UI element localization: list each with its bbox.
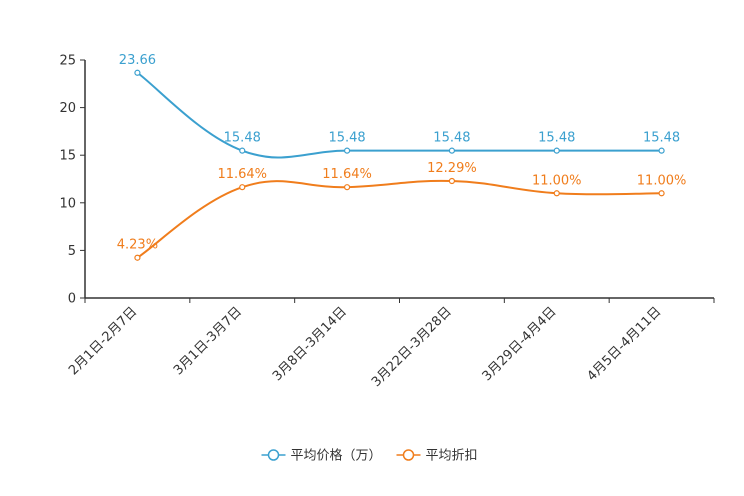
- x-tick-label: 3月1日-3月7日: [171, 304, 245, 378]
- y-tick-label: 20: [59, 101, 76, 116]
- legend-label: 平均价格（万）: [291, 448, 382, 464]
- series-line: [136, 71, 662, 159]
- series-layer: 23.66 15.48 15.48 15.48 15.48 15.48 4.23% 11.64…: [117, 53, 687, 261]
- series-line: [136, 179, 662, 259]
- data-point[interactable]: [343, 184, 351, 191]
- legend-label: 平均折扣: [426, 449, 478, 464]
- data-label: 11.00%: [532, 173, 582, 188]
- y-tick-label: 0: [68, 292, 76, 307]
- legend: 平均价格（万） 平均折扣: [261, 448, 478, 464]
- data-point[interactable]: [553, 147, 560, 154]
- data-label: 11.64%: [322, 167, 372, 182]
- data-point[interactable]: [658, 147, 665, 154]
- data-point[interactable]: [448, 177, 456, 185]
- data-point[interactable]: [658, 190, 665, 197]
- legend-marker-icon: [402, 449, 415, 461]
- legend-item[interactable]: 平均折扣: [396, 449, 478, 464]
- y-tick-label: 10: [59, 196, 76, 211]
- x-tick-label: 4月5日-4月11日: [584, 304, 664, 384]
- legend-item[interactable]: 平均价格（万）: [261, 448, 382, 464]
- data-point[interactable]: [239, 147, 246, 154]
- data-label: 15.48: [224, 131, 261, 146]
- data-label: 15.48: [643, 131, 680, 146]
- data-label: 15.48: [328, 131, 365, 146]
- legend-marker-icon: [267, 449, 280, 461]
- series-1: 4.23% 11.64% 11.64% 12.29% 11.00% 11.00%: [117, 161, 687, 261]
- data-point[interactable]: [134, 254, 141, 261]
- data-label: 23.66: [119, 53, 156, 68]
- y-tick-label: 25: [59, 54, 76, 69]
- data-label: 12.29%: [427, 161, 477, 176]
- data-point[interactable]: [553, 190, 560, 197]
- data-label: 4.23%: [117, 238, 158, 253]
- y-tick-label: 15: [59, 149, 76, 164]
- data-label: 11.00%: [637, 173, 687, 188]
- data-label: 15.48: [433, 131, 470, 146]
- data-label: 11.64%: [217, 167, 267, 182]
- y-tick-label: 5: [68, 244, 76, 259]
- data-point[interactable]: [239, 184, 246, 191]
- data-point[interactable]: [448, 147, 456, 154]
- series-0: 23.66 15.48 15.48 15.48 15.48 15.48: [119, 53, 680, 159]
- x-tick-label: 3月22日-3月28日: [369, 304, 455, 390]
- data-label: 15.48: [538, 131, 575, 146]
- x-tick-label: 2月1日-2月7日: [66, 304, 140, 378]
- x-tick-label: 3月8日-3月14日: [270, 304, 350, 384]
- x-tick-label: 3月29日-4月4日: [480, 304, 560, 384]
- data-point[interactable]: [343, 147, 351, 154]
- data-point[interactable]: [134, 69, 141, 76]
